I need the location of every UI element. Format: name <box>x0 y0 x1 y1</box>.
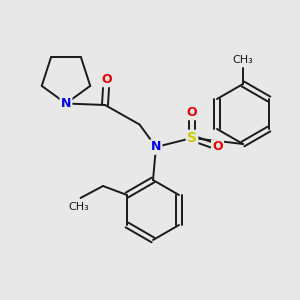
Text: O: O <box>212 140 223 154</box>
Text: N: N <box>61 97 71 110</box>
Text: O: O <box>101 73 112 86</box>
Text: S: S <box>187 131 197 145</box>
Text: CH₃: CH₃ <box>69 202 89 212</box>
Text: CH₃: CH₃ <box>232 55 254 65</box>
Text: O: O <box>187 106 197 119</box>
Text: N: N <box>151 140 161 154</box>
